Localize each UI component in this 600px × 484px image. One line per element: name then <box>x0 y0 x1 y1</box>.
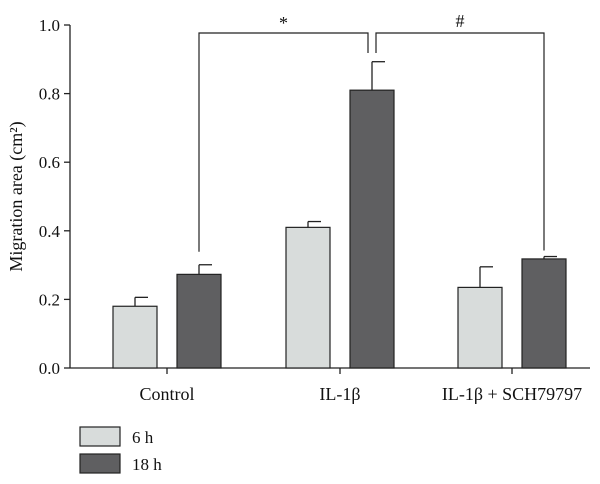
significance-bracket <box>375 32 545 251</box>
y-tick-label: 1.0 <box>39 16 60 35</box>
bar-18h <box>349 89 395 369</box>
bar-18h <box>176 273 222 369</box>
y-tick-label: 0.4 <box>39 222 61 241</box>
significance-bracket <box>198 32 369 252</box>
bar-6h <box>112 305 158 369</box>
y-tick-label: 0.8 <box>39 85 60 104</box>
bar-6h <box>285 226 331 369</box>
y-axis-label: Migration area (cm²) <box>6 121 27 271</box>
y-tick-label: 0.0 <box>39 359 60 378</box>
legend-swatch <box>79 426 121 447</box>
y-tick-label: 0.6 <box>39 153 60 172</box>
x-category-label: Control <box>139 384 194 404</box>
significance-symbol: * <box>279 13 288 33</box>
significance-symbol: # <box>456 11 465 31</box>
x-category-label: IL-1β + SCH79797 <box>442 384 582 404</box>
legend-swatch <box>79 453 121 474</box>
bar-6h <box>457 286 503 369</box>
bar-18h <box>521 258 567 369</box>
x-category-label: IL-1β <box>319 384 360 404</box>
y-tick-label: 0.2 <box>39 290 60 309</box>
legend-label: 18 h <box>132 455 162 474</box>
legend-label: 6 h <box>132 428 154 447</box>
